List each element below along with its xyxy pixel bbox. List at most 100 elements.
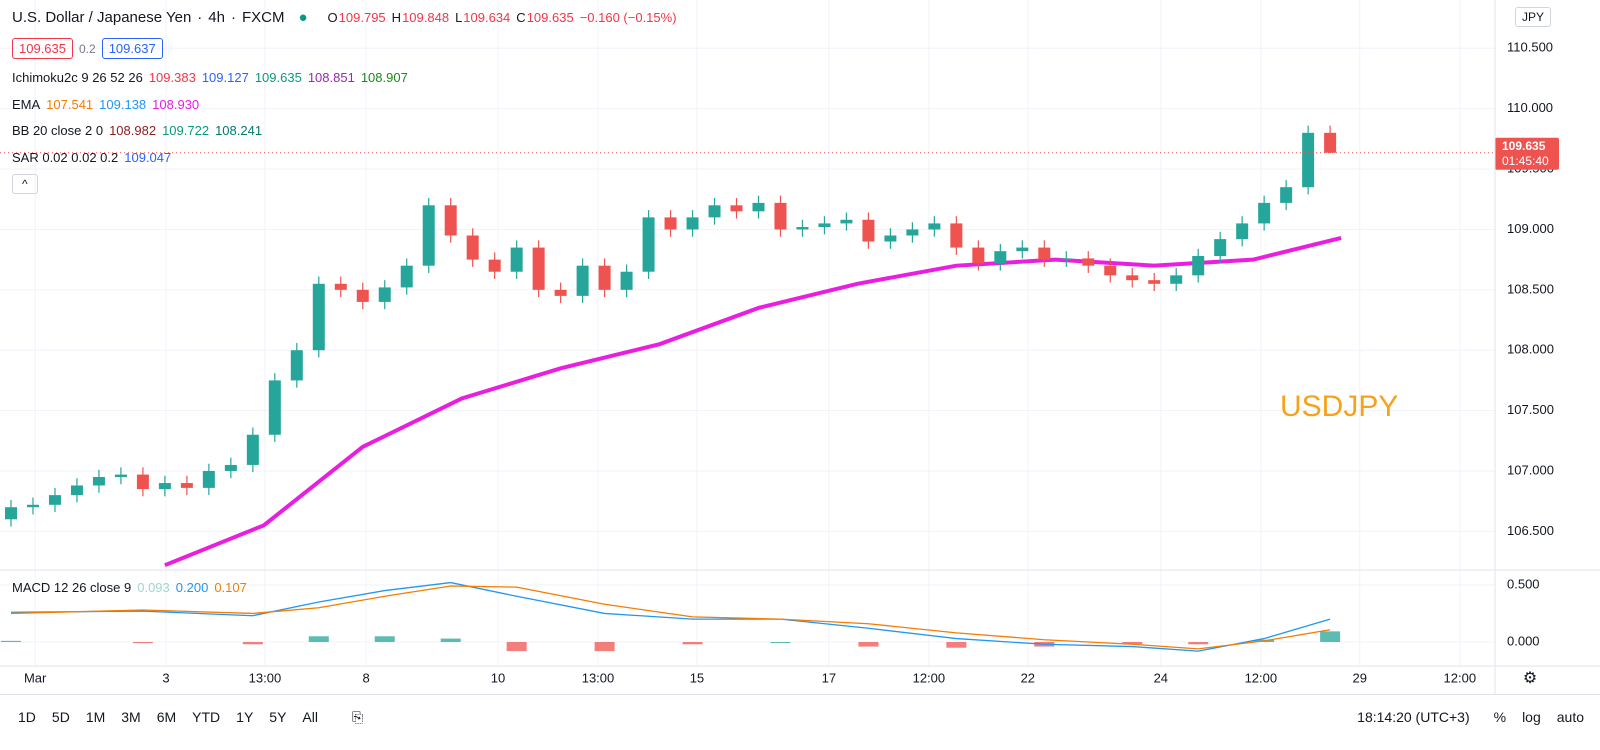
ohlc-value: 109.795 xyxy=(338,10,386,25)
bid[interactable]: 109.635 xyxy=(12,38,73,59)
macd-value: 0.107 xyxy=(214,580,247,595)
market-dot: ● xyxy=(298,9,308,26)
histogram-bar xyxy=(594,642,615,652)
x-tick-label: 17 xyxy=(822,670,836,685)
indicator-value: 109.047 xyxy=(124,149,172,165)
candle-body xyxy=(1170,275,1183,284)
range-button[interactable]: YTD xyxy=(192,709,221,725)
candle-body xyxy=(378,287,391,302)
candle-body xyxy=(246,434,259,465)
scale-option[interactable]: % xyxy=(1493,709,1507,725)
candle-body xyxy=(686,217,699,230)
ohlc-key: C xyxy=(516,10,526,25)
candle-body xyxy=(356,289,369,302)
x-tick-label: 12:00 xyxy=(1245,670,1278,685)
macd-line xyxy=(10,581,1331,652)
indicator-name: BB 20 close 2 0 xyxy=(12,123,104,138)
candle-body xyxy=(4,507,17,520)
ohlc-value: 109.635 xyxy=(526,10,574,25)
y-tick-label: 109.000 xyxy=(1507,221,1554,236)
candle-body xyxy=(730,205,743,212)
y-tick-label: 108.500 xyxy=(1507,281,1554,296)
change: −0.160 (−0.15%) xyxy=(579,10,677,25)
histogram-bar xyxy=(770,642,791,643)
candle-body xyxy=(664,217,677,230)
candle-body xyxy=(1258,202,1271,224)
candle-body xyxy=(1192,256,1205,276)
candle-body xyxy=(1104,265,1117,276)
indicator-row[interactable]: Ichimoku2c 9 26 52 26 109.383 109.127 109.6… xyxy=(12,70,408,85)
scale-option[interactable]: auto xyxy=(1556,709,1584,725)
candle-body xyxy=(268,380,281,435)
range-group: 1D 5D 1M 3M 6M YTD 1Y 5Y All xyxy=(0,709,326,725)
indicator-row[interactable]: BB 20 close 2 0 108.982 109.722 108.241 xyxy=(12,123,262,138)
price-tag-countdown: 01:45:40 xyxy=(1502,154,1549,168)
candle-body xyxy=(224,464,237,471)
range-button[interactable]: 1D xyxy=(18,709,36,725)
candle-body xyxy=(422,205,435,266)
candle-body xyxy=(818,223,831,228)
macd-legend: MACD 12 26 close 9 0.093 0.200 0.107 xyxy=(12,580,247,595)
ohlc-value: 109.848 xyxy=(402,10,450,25)
symbol[interactable]: U.S. Dollar / Japanese Yen xyxy=(12,9,192,26)
currency[interactable]: JPY xyxy=(1515,7,1552,27)
macd-value: 0.093 xyxy=(137,580,170,595)
candle-body xyxy=(290,350,303,381)
indicator-row[interactable]: EMA 107.541 109.138 108.930 xyxy=(12,97,199,112)
y-tick-label: 107.500 xyxy=(1507,402,1554,417)
range-button[interactable]: 1M xyxy=(85,709,106,725)
candle-body xyxy=(1236,223,1249,240)
histogram-bar xyxy=(1320,631,1341,642)
exchange: FXCM xyxy=(241,9,285,26)
x-tick-label: 13:00 xyxy=(249,670,282,685)
candle-body xyxy=(26,504,39,508)
collapse-button[interactable]: ^ xyxy=(12,174,38,194)
candle-body xyxy=(1038,247,1051,260)
x-tick-label: 3 xyxy=(162,670,169,685)
x-tick-label: 12:00 xyxy=(913,670,946,685)
compare-icon[interactable]: ⎘ xyxy=(351,708,364,725)
candle-body xyxy=(1016,247,1029,252)
y-tick-label: 0.000 xyxy=(1507,633,1540,648)
macd-value: 0.200 xyxy=(175,580,209,595)
candle-body xyxy=(312,283,325,351)
candle-body xyxy=(444,205,457,236)
y-tick-label: 107.000 xyxy=(1507,462,1554,477)
toolbar: 1D 5D 1M 3M 6M YTD 1Y 5Y All ⎘ 18:14:20 (UTC+3) … xyxy=(0,694,1600,739)
ask[interactable]: 109.637 xyxy=(101,38,163,59)
x-tick-label: 22 xyxy=(1021,670,1035,685)
histogram-bar xyxy=(682,642,703,645)
y-tick-label: 108.000 xyxy=(1507,342,1554,357)
x-tick-label: 8 xyxy=(362,670,369,685)
histogram-bar xyxy=(374,636,395,642)
y-tick-label: 110.500 xyxy=(1507,40,1553,55)
histogram-bar xyxy=(1188,642,1209,645)
ema-line xyxy=(164,235,1342,568)
indicator-row[interactable]: SAR 0.02 0.02 0.2 109.047 xyxy=(12,150,171,165)
range-button[interactable]: 3M xyxy=(121,709,141,725)
y-tick-label: 110.000 xyxy=(1507,100,1553,115)
candle-body xyxy=(202,470,215,488)
candle-body xyxy=(906,229,919,236)
range-button[interactable]: 1Y xyxy=(236,709,254,725)
range-button[interactable]: All xyxy=(302,709,318,725)
range-button[interactable]: 6M xyxy=(156,709,177,725)
indicator-value: 108.851 xyxy=(307,70,355,85)
x-tick-label: 10 xyxy=(491,670,505,685)
indicator-value: 107.541 xyxy=(46,96,94,112)
candle-body xyxy=(928,223,941,230)
histogram-bar xyxy=(506,642,527,652)
candle-body xyxy=(510,247,523,272)
candle-body xyxy=(752,202,765,212)
indicator-value: 109.635 xyxy=(254,70,302,85)
interval[interactable]: 4h xyxy=(208,9,225,26)
candle-body xyxy=(598,265,611,290)
range-button[interactable]: 5Y xyxy=(269,709,287,725)
candle-body xyxy=(92,477,105,486)
indicator-value: 109.722 xyxy=(162,123,210,138)
candle-body xyxy=(180,483,193,488)
range-button[interactable]: 5D xyxy=(51,709,70,725)
scale-option[interactable]: log xyxy=(1522,709,1541,725)
x-tick-label: 24 xyxy=(1154,670,1168,685)
